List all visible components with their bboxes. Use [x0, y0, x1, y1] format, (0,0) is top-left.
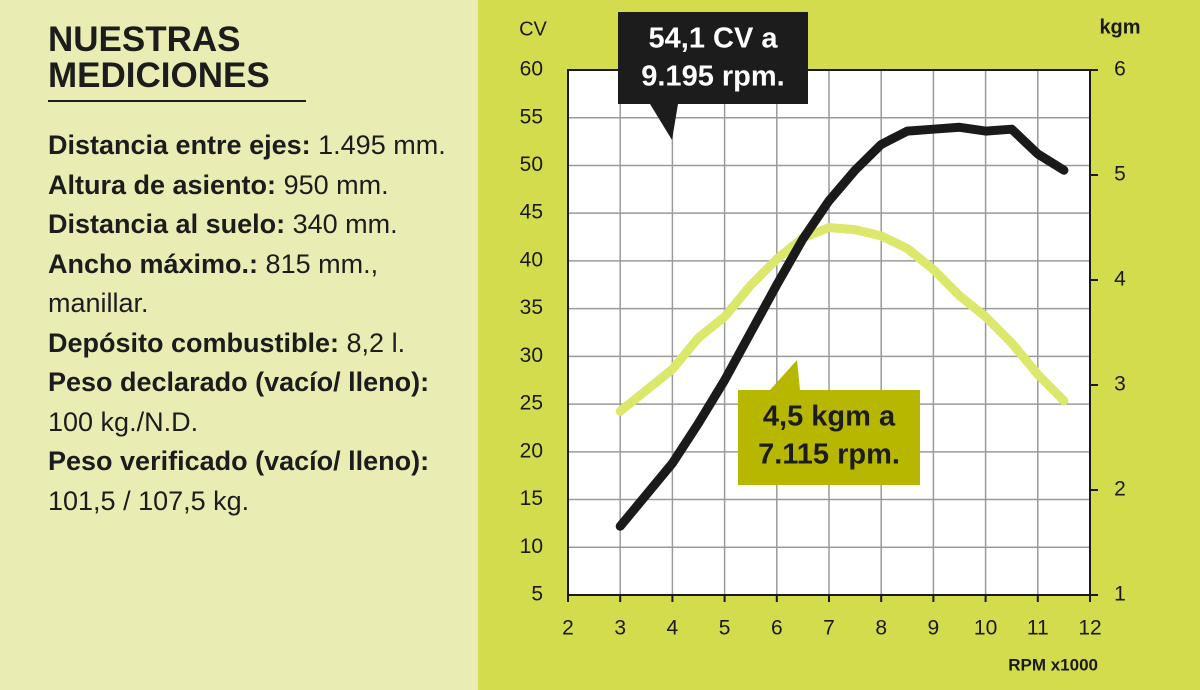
y2-tick-label: 5: [1114, 163, 1126, 186]
spec-label: Peso declarado (vacío/ lleno):: [48, 367, 430, 397]
y-tick-label: 35: [520, 296, 543, 319]
y-tick-label: 55: [520, 105, 543, 128]
spec-item: Distancia entre ejes: 1.495 mm.: [48, 126, 473, 166]
spec-value: 101,5 / 107,5 kg.: [48, 485, 250, 516]
spec-value: 815 mm., manillar.: [48, 248, 379, 319]
spec-label: Peso verificado (vacío/ lleno):: [48, 446, 430, 476]
plot-border: [567, 69, 1091, 596]
annotation-text: 9.195 rpm.: [641, 61, 784, 93]
x-tick-label: 12: [1078, 617, 1101, 640]
spec-item: Altura de asiento: 950 mm.: [48, 166, 473, 206]
x-tick-label: 10: [974, 617, 997, 640]
spec-label: Distancia entre ejes:: [48, 130, 311, 160]
x-tick-label: 4: [667, 617, 679, 640]
data-line: [615, 122, 1069, 531]
annotation-box: [738, 390, 920, 485]
y-tick-label: 60: [520, 58, 543, 81]
y-axis-label: CV: [519, 18, 547, 40]
annotation-text: 54,1 CV a: [649, 23, 779, 55]
y-tick-label: 25: [520, 392, 543, 415]
y2-tick-label: 6: [1114, 58, 1126, 81]
spec-value: 8,2 l.: [346, 327, 406, 358]
x-tick-label: 3: [614, 617, 626, 640]
x-tick-label: 5: [719, 617, 731, 640]
title-line: NUESTRAS: [48, 20, 241, 59]
y-tick-label: 15: [520, 487, 543, 510]
spec-list: Distancia entre ejes: 1.495 mm. Altura de…: [48, 126, 473, 521]
spec-item: Distancia al suelo: 340 mm.: [48, 205, 473, 245]
spec-item: Ancho máximo.: 815 mm., manillar.: [48, 245, 473, 324]
x-tick-label: 11: [1027, 617, 1049, 640]
spec-value: 100 kg./N.D.: [48, 406, 199, 437]
x-axis-label: RPM x1000: [1008, 655, 1098, 674]
x-tick-label: 9: [928, 617, 940, 640]
title-line: MEDICIONES: [48, 56, 270, 95]
x-tick-label: 7: [823, 617, 835, 640]
spec-item: Peso declarado (vacío/ lleno): 100 kg./N…: [48, 363, 473, 442]
y2-tick-label: 1: [1114, 583, 1126, 606]
y-tick-label: 20: [520, 439, 543, 462]
data-line: [615, 223, 1069, 416]
x-tick-label: 8: [875, 617, 887, 640]
spec-panel: NUESTRAS MEDICIONES Distancia entre ejes:…: [0, 0, 478, 690]
spec-value: 950 mm.: [283, 169, 389, 200]
spec-item: Depósito combustible: 8,2 l.: [48, 324, 473, 364]
annotation-pointer: [650, 104, 678, 140]
spec-value: 340 mm.: [292, 209, 398, 239]
annotation-box: [618, 12, 808, 104]
spec-label: Ancho máximo.:: [48, 248, 259, 279]
spec-value: 1.495 mm.: [318, 130, 446, 160]
y-tick-label: 40: [520, 248, 543, 271]
y-tick-label: 10: [520, 535, 543, 558]
x-tick-label: 2: [562, 617, 574, 640]
spec-label: Altura de asiento:: [48, 169, 277, 200]
annotation-text: 7.115 rpm.: [758, 439, 900, 471]
spec-label: Depósito combustible:: [48, 327, 340, 358]
panel-title: NUESTRAS MEDICIONES: [48, 22, 306, 102]
y-tick-label: 45: [520, 201, 543, 224]
spec-item: Peso verificado (vacío/ lleno): 101,5 / …: [48, 442, 473, 521]
annotation-pointer: [770, 360, 800, 390]
y-tick-label: 30: [520, 344, 543, 367]
y2-tick-label: 2: [1114, 478, 1126, 501]
x-tick-label: 6: [771, 617, 783, 640]
spec-label: Distancia al suelo:: [48, 209, 286, 239]
y2-tick-label: 3: [1114, 373, 1126, 396]
y2-axis-label: kgm: [1099, 16, 1140, 38]
y-tick-label: 50: [520, 153, 543, 176]
y2-tick-label: 4: [1114, 268, 1126, 291]
y-tick-label: 5: [531, 583, 543, 606]
annotation-text: 4,5 kgm a: [763, 401, 896, 433]
